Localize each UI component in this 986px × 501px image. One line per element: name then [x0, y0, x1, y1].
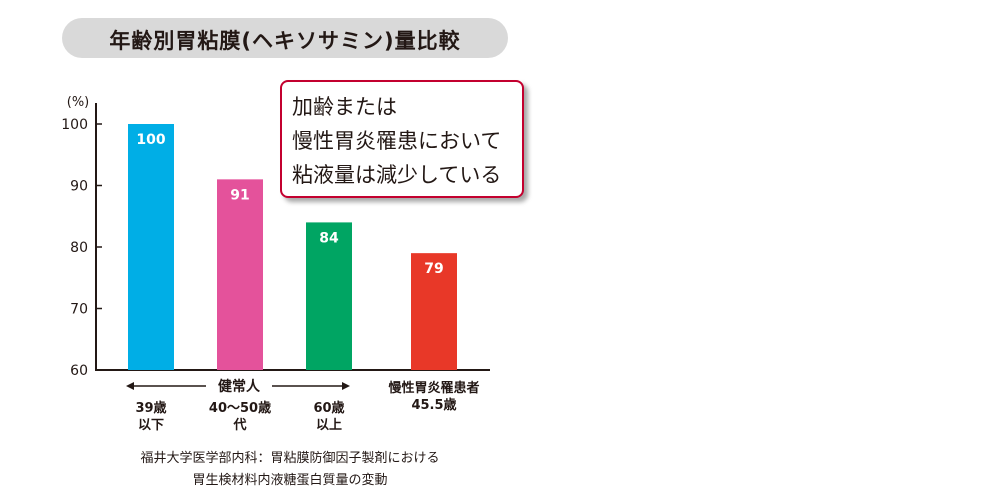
x-category-label: 以上 [316, 418, 342, 433]
x-category-label: 39歳 [135, 400, 166, 416]
bar-value-label: 100 [136, 132, 165, 148]
bar-value-label: 91 [230, 187, 249, 203]
y-tick-label: 100 [61, 117, 88, 133]
x-category-label: 45.5歳 [411, 397, 456, 413]
x-category-label: 40〜50歳 [209, 400, 271, 416]
y-tick-label: 90 [70, 179, 88, 195]
bar-value-label: 79 [424, 261, 443, 277]
group-label: 健常人 [218, 378, 261, 395]
x-category-label: 60歳 [313, 400, 344, 416]
y-tick-label: 70 [70, 302, 88, 318]
bar [306, 222, 352, 370]
y-tick-label: 80 [70, 240, 88, 256]
x-category-label: 以下 [138, 418, 164, 433]
bar-value-label: 84 [319, 230, 339, 246]
callout-line-1: 加齢または [292, 95, 397, 119]
title-pill: 年齢別胃粘膜(ヘキソサミン)量比較 [62, 18, 508, 58]
callout-line-3: 粘液量は減少している [292, 163, 502, 187]
bar [411, 253, 457, 370]
bar [217, 179, 263, 370]
callout-line-2: 慢性胃炎罹患において [292, 129, 502, 153]
callout-box: 加齢または 慢性胃炎罹患において 粘液量は減少している [280, 80, 524, 198]
x-category-label: 代 [232, 417, 246, 433]
group-arrow-left-head [126, 382, 134, 390]
y-axis-unit-label: (%) [67, 95, 90, 110]
x-category-label: 慢性胃炎罹患者 [388, 380, 479, 396]
group-arrow-right-head [342, 382, 350, 390]
footnote-line-1: 福井大学医学部内科：胃粘膜防御因子製剤における [140, 451, 440, 466]
bar [128, 124, 174, 370]
y-tick-label: 60 [70, 363, 88, 379]
footnote-line-2: 胃生検材料内液糖蛋白質量の変動 [192, 473, 388, 488]
chart-title: 年齢別胃粘膜(ヘキソサミン)量比較 [109, 29, 461, 53]
